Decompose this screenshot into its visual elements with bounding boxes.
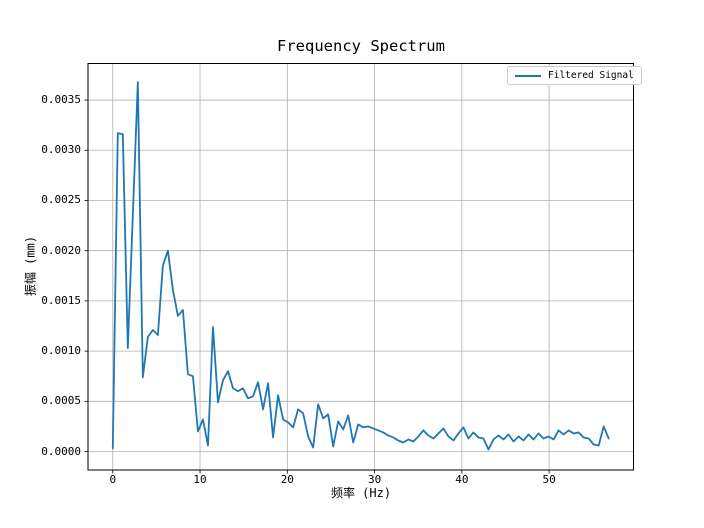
y-axis-label-text: 振幅 (mm) [23,235,38,297]
legend-line-swatch [515,74,541,77]
x-tick-label: 30 [367,473,382,486]
y-tick-label: 0.0035 [41,93,81,107]
x-axis-label: 频率 (Hz) [330,486,392,500]
gridlines [88,63,634,470]
y-tick-label: 0.0005 [41,394,81,408]
y-tick-label: 0.0010 [41,344,81,358]
y-tick-label: 0.0015 [41,293,81,307]
x-tick-label: 10 [193,473,207,486]
x-tick-label: 40 [455,473,469,486]
y-tick-label: 0.0025 [41,193,81,207]
x-tick-label: 50 [542,473,556,486]
tick-marks [84,99,550,474]
x-tick-label: 0 [109,473,117,486]
x-tick-label: 20 [280,473,294,486]
chart-title: Frequency Spectrum [277,37,445,55]
filtered-signal-line [111,81,610,451]
y-tick-label: 0.0030 [41,143,81,157]
y-tick-label: 0.0020 [41,243,81,257]
y-tick-label: 0.0000 [41,444,81,458]
legend-label: Filtered Signal [548,69,634,81]
legend: Filtered Signal [507,66,642,85]
plot-border [87,63,634,471]
